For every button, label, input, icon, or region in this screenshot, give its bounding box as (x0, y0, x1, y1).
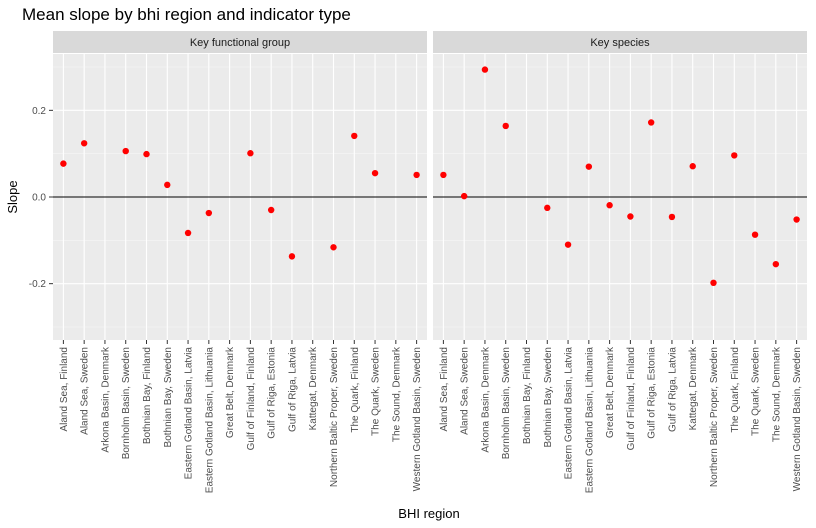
data-point (413, 171, 420, 179)
x-tick-label: Eastern Gotland Basin, Latvia (564, 347, 575, 480)
x-tick-label: Arkona Basin, Denmark (480, 346, 491, 453)
x-tick-label: The Quark, Sweden (371, 347, 382, 436)
y-tick-label: 0.2 (32, 106, 46, 117)
data-point (668, 213, 676, 221)
x-tick-label: The Quark, Sweden (751, 347, 762, 436)
facet-strip (53, 31, 427, 53)
data-point (710, 279, 717, 286)
data-point (143, 150, 150, 158)
data-point (544, 204, 551, 212)
data-point (585, 163, 593, 170)
x-tick-label: Aland Sea, Sweden (80, 347, 91, 435)
x-tick-label: Gulf of Riga, Latvia (287, 347, 298, 432)
x-tick-label: Bornholm Basin, Sweden (121, 347, 132, 459)
x-tick-label: Eastern Gotland Basin, Lithuania (584, 347, 595, 494)
x-tick-label: Gulf of Riga, Estonia (647, 347, 658, 439)
data-point (606, 202, 613, 209)
x-axis-title: BHI region (398, 506, 459, 521)
data-point (440, 171, 447, 179)
x-tick-label: Gulf of Riga, Estonia (267, 347, 278, 439)
x-tick-label: Bornholm Basin, Sweden (501, 347, 512, 459)
chart-panels: Key functional group Aland Sea, Finland Al… (53, 31, 807, 493)
data-point (371, 169, 379, 177)
data-point (288, 253, 296, 260)
x-tick-label: Gulf of Riga, Latvia (667, 347, 678, 432)
data-point (564, 241, 572, 248)
x-tick-label: Bothnian Bay, Sweden (543, 347, 554, 447)
x-tick-label: Bothnian Bay, Finland (522, 347, 533, 444)
data-point (627, 213, 634, 220)
data-point (502, 122, 509, 130)
x-tick-label: Gulf of Finland, Finland (626, 347, 637, 450)
x-tick-label: Eastern Gotland Basin, Lithuania (204, 347, 215, 494)
x-tick-label: Bothnian Bay, Sweden (163, 347, 174, 447)
data-point (205, 209, 213, 217)
data-point (689, 163, 696, 170)
x-tick-label: Western Gotland Basin, Sweden (412, 347, 423, 491)
x-tick-label: Great Belt, Denmark (605, 346, 616, 438)
x-tick-label: Aland Sea, Finland (59, 347, 70, 432)
x-tick-label: Eastern Gotland Basin, Latvia (184, 347, 195, 480)
panel: Key species Aland Sea, Finland Aland Sea, … (433, 31, 807, 493)
y-tick-label: 0.0 (32, 193, 46, 204)
data-point (460, 192, 468, 200)
x-tick-label: Northern Baltic Proper, Sweden (329, 347, 340, 487)
data-point (60, 160, 67, 167)
x-tick-label: Aland Sea, Finland (439, 347, 450, 432)
data-point (793, 216, 800, 223)
facet-strip-label: Key species (590, 37, 650, 49)
x-tick-label: Arkona Basin, Denmark (100, 346, 111, 453)
data-point (184, 229, 192, 237)
data-point (731, 152, 738, 159)
x-tick-label: The Sound, Denmark (771, 346, 782, 442)
data-point (751, 231, 759, 238)
facet-strip-label: Key functional group (190, 37, 290, 49)
data-point (80, 140, 88, 147)
x-tick-label: Bothnian Bay, Finland (142, 347, 153, 444)
x-tick-label: Western Gotland Basin, Sweden (792, 347, 803, 491)
data-point (481, 66, 489, 73)
data-point (351, 132, 358, 140)
data-point (164, 181, 171, 189)
data-point (247, 150, 254, 157)
y-tick-label: -0.2 (29, 279, 47, 290)
x-tick-label: Great Belt, Denmark (225, 346, 236, 438)
x-tick-label: The Quark, Finland (730, 347, 741, 433)
x-tick-label: Gulf of Finland, Finland (246, 347, 257, 450)
data-point (330, 244, 337, 251)
data-point (122, 147, 129, 155)
x-tick-label: Northern Baltic Proper, Sweden (709, 347, 720, 487)
x-tick-label: The Quark, Finland (350, 347, 361, 433)
y-axis-title: Slope (5, 180, 20, 213)
panel: Key functional group Aland Sea, Finland Al… (53, 31, 427, 493)
data-point (772, 260, 780, 268)
chart-title: Mean slope by bhi region and indicator t… (22, 5, 351, 24)
x-tick-label: Aland Sea, Sweden (460, 347, 471, 435)
x-tick-label: The Sound, Denmark (391, 346, 402, 442)
y-axis: -0.2 0.0 0.2 (29, 106, 53, 290)
data-point (647, 119, 655, 126)
data-point (267, 206, 275, 214)
x-tick-label: Kattegat, Denmark (688, 346, 699, 430)
x-tick-label: Kattegat, Denmark (308, 346, 319, 430)
facet-strip (433, 31, 807, 53)
